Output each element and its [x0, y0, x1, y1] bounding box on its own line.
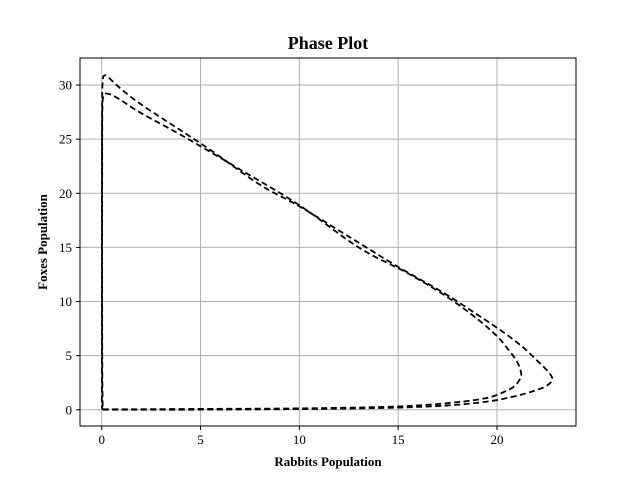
axes-frame [79, 57, 577, 427]
x-axis-label: Rabbits Population [274, 454, 382, 469]
tick-layer: 0 5 10 15 20 0 5 10 15 20 25 30 [59, 78, 503, 447]
y-tick-label: 10 [59, 294, 72, 309]
x-tick-label: 20 [490, 432, 503, 447]
x-tick-label: 0 [98, 432, 105, 447]
chart-title: Phase Plot [288, 33, 369, 53]
phase-trajectory-line [100, 74, 554, 411]
y-tick-label: 20 [59, 186, 72, 201]
x-tick-label: 5 [197, 432, 204, 447]
x-tick-label: 10 [293, 432, 306, 447]
y-tick-label: 5 [66, 348, 73, 363]
phase-trajectory-line [101, 92, 523, 411]
y-tick-label: 25 [59, 132, 72, 147]
series-layer [100, 74, 554, 411]
y-tick-label: 15 [59, 240, 72, 255]
y-tick-label: 30 [59, 78, 72, 93]
x-tick-label: 15 [392, 432, 405, 447]
y-tick-label: 0 [66, 402, 73, 417]
y-axis-label: Foxes Population [35, 193, 50, 289]
